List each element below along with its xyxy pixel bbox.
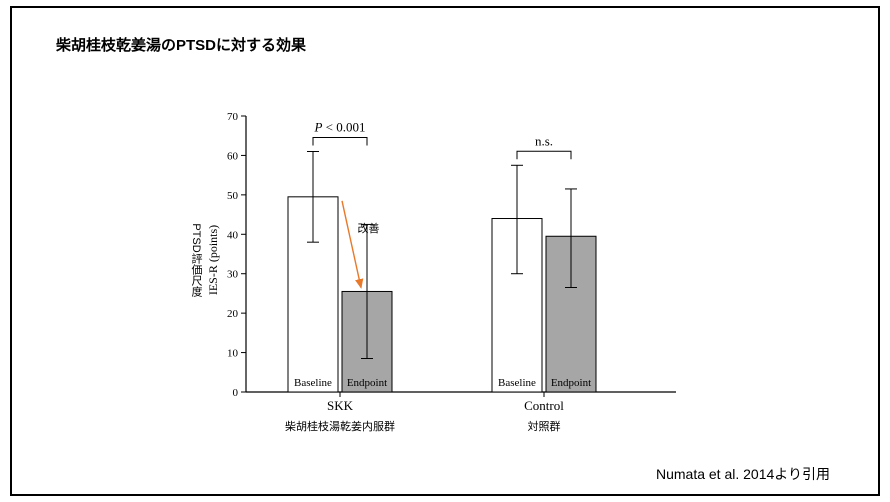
sig-bracket — [313, 137, 367, 145]
improvement-label: 改善 — [358, 220, 380, 236]
y-tick-label: 20 — [227, 308, 239, 320]
improvement-arrow — [342, 201, 361, 288]
bar-label: Endpoint — [347, 377, 387, 389]
slide-title: 柴胡桂枝乾姜湯のPTSDに対する効果 — [56, 34, 306, 55]
y-tick-label: 10 — [227, 348, 239, 360]
bar-label: Baseline — [294, 377, 332, 389]
sig-bracket — [517, 151, 571, 159]
y-axis-label-jp: PTSD評価尺度 — [188, 223, 204, 296]
citation-text: Numata et al. 2014より引用 — [656, 464, 830, 484]
sig-label: P < 0.001 — [313, 119, 365, 134]
y-tick-label: 70 — [227, 111, 239, 123]
bar-label: Endpoint — [551, 377, 591, 389]
group-label-jp: 柴胡桂枝湯乾姜内服群 — [285, 418, 395, 434]
chart-svg: 0 10 20 30 40 50 60 70 Baseline Endpoint SKK P < 0.… — [208, 100, 688, 420]
y-tick-label: 0 — [233, 387, 239, 399]
sig-label: n.s. — [535, 133, 553, 148]
bar-chart: PTSD評価尺度 IES-R (points) 010203040506070B… — [208, 100, 688, 420]
y-tick-label: 40 — [227, 229, 239, 241]
y-tick-label: 30 — [227, 269, 239, 281]
group-label-en: Control — [524, 398, 564, 413]
bar-label: Baseline — [498, 377, 536, 389]
group-label-jp: 対照群 — [528, 418, 561, 434]
group-label-en: SKK — [327, 398, 354, 413]
y-tick-label: 50 — [227, 190, 239, 202]
y-tick-label: 60 — [227, 150, 239, 162]
